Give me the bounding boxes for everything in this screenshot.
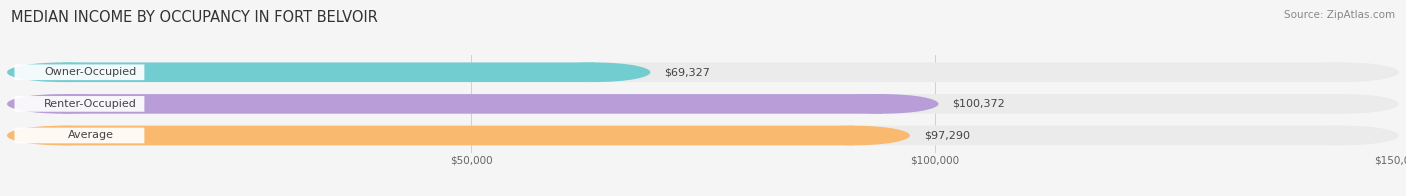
- Ellipse shape: [1288, 94, 1399, 114]
- Ellipse shape: [799, 126, 910, 145]
- Text: Source: ZipAtlas.com: Source: ZipAtlas.com: [1284, 10, 1395, 20]
- Ellipse shape: [7, 63, 118, 82]
- Text: $97,290: $97,290: [924, 131, 970, 141]
- FancyBboxPatch shape: [14, 96, 145, 112]
- Text: Renter-Occupied: Renter-Occupied: [44, 99, 136, 109]
- Ellipse shape: [1288, 63, 1399, 82]
- Ellipse shape: [7, 126, 118, 145]
- Text: $69,327: $69,327: [664, 67, 710, 77]
- Text: Average: Average: [67, 131, 114, 141]
- FancyBboxPatch shape: [63, 94, 1343, 114]
- FancyBboxPatch shape: [63, 126, 855, 145]
- FancyBboxPatch shape: [14, 64, 145, 80]
- Ellipse shape: [7, 63, 118, 82]
- Ellipse shape: [1288, 126, 1399, 145]
- Text: Owner-Occupied: Owner-Occupied: [45, 67, 136, 77]
- Ellipse shape: [7, 94, 118, 114]
- FancyBboxPatch shape: [14, 128, 145, 143]
- Ellipse shape: [7, 126, 118, 145]
- FancyBboxPatch shape: [63, 126, 1343, 145]
- Ellipse shape: [827, 94, 938, 114]
- FancyBboxPatch shape: [63, 94, 883, 114]
- Text: $100,372: $100,372: [952, 99, 1005, 109]
- Text: MEDIAN INCOME BY OCCUPANCY IN FORT BELVOIR: MEDIAN INCOME BY OCCUPANCY IN FORT BELVO…: [11, 10, 378, 25]
- FancyBboxPatch shape: [63, 63, 595, 82]
- FancyBboxPatch shape: [63, 63, 1343, 82]
- Ellipse shape: [7, 94, 118, 114]
- Ellipse shape: [538, 63, 651, 82]
